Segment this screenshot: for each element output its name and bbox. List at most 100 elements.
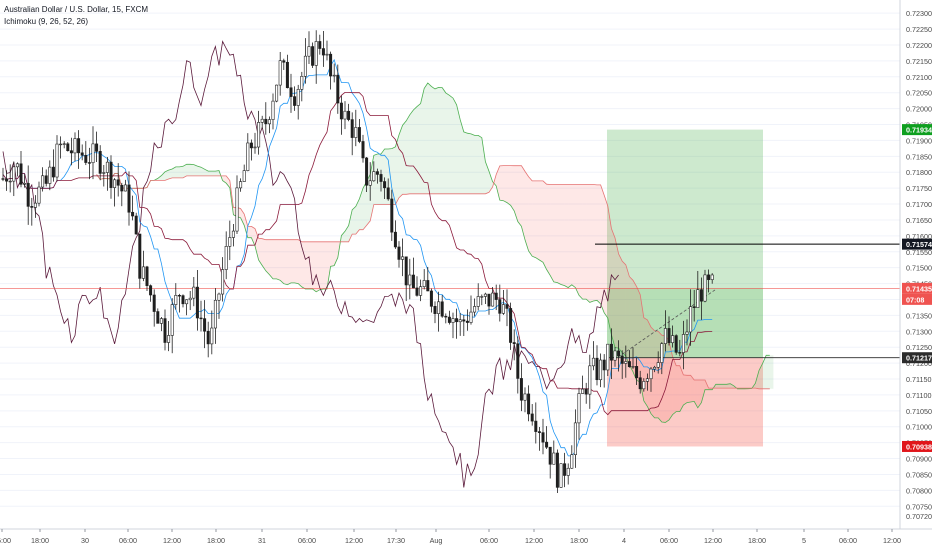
cloud-segment [403,121,407,194]
candle-body [610,344,612,360]
candle-body [596,358,598,380]
time-tick-label: Aug [430,536,443,545]
cloud-segment [665,336,669,423]
candle-body [236,188,238,231]
cloud-segment [179,166,183,178]
candle-body [27,183,29,206]
cloud-segment [316,242,320,292]
cloud-segment [453,98,457,194]
candle-body [92,144,94,163]
cloud-segment [583,184,587,299]
cloud-segment [331,242,335,267]
candle-body [135,216,137,234]
time-tick-label: 06:00 [119,536,137,545]
candle-body [679,352,681,353]
candle-body [164,319,166,343]
candle-body [5,179,7,181]
candle-body [470,312,472,322]
candle-body [110,162,112,187]
candle-body [106,162,108,172]
candle-body [23,183,25,184]
candle-body [193,287,195,298]
cloud-segment [176,167,180,178]
candle-body [535,421,537,431]
candle-body [506,305,508,309]
candle-body [347,111,349,119]
candle-body [563,464,565,476]
candle-body [297,89,299,105]
candle-body [488,294,490,306]
cloud-segment [572,184,576,287]
candle-body [459,320,461,322]
price-tick-label: 0.70800 [906,486,932,495]
cloud-segment [687,375,691,402]
indicator-label[interactable]: Ichimoku (9, 26, 52, 26) [4,16,148,28]
candle-body [272,101,274,119]
candle-body [427,280,429,291]
time-tick-label: 4 [622,536,626,545]
candle-body [218,294,220,300]
cloud-segment [442,88,446,194]
candle-body [391,199,393,232]
candle-body [531,414,533,421]
cloud-segment [475,135,479,193]
candle-body [560,464,562,488]
candle-body [430,291,432,306]
candle-body [423,280,425,286]
candle-body [365,158,367,185]
cloud-segment [547,184,551,275]
candle-body [524,394,526,400]
cloud-segment [284,240,288,285]
candle-body [495,293,497,300]
candle-body [704,275,706,301]
cloud-segment [565,184,569,287]
candle-body [319,41,321,48]
candle-body [473,306,475,312]
time-tick-label: 06:00 [660,536,678,545]
candle-body [229,237,231,246]
candle-body [661,344,663,363]
candle-body [452,319,454,323]
time-tick-label: 12:00 [883,536,901,545]
cloud-segment [500,166,504,201]
candle-body [441,302,443,316]
candle-body [117,180,119,186]
candle-body [542,433,544,443]
candle-body [2,179,4,180]
candle-body [592,358,594,366]
candle-body [221,270,223,295]
candle-body [59,144,61,145]
candle-body [607,344,609,370]
candle-body [103,173,105,174]
candle-body [621,356,623,364]
candle-body [131,212,133,216]
time-tick-label: 12:00 [704,536,722,545]
cloud-segment [424,83,428,194]
symbol-title[interactable]: Australian Dollar / U.S. Dollar, 15, FXC… [4,4,148,16]
cloud-segment [464,132,468,194]
candle-body [351,120,353,138]
price-tick-label: 0.72200 [906,41,932,50]
candle-body [99,151,101,173]
candle-body [329,54,331,76]
cloud-segment [525,171,529,251]
cloud-segment [363,182,367,230]
cloud-segment [766,355,770,388]
candle-body [362,141,364,157]
candle-body [419,287,421,296]
candle-body [671,336,673,343]
candle-body [211,328,213,344]
candle-body [689,307,691,332]
candle-body [301,76,303,89]
price-label-entry: 0.71217 [906,354,932,363]
cloud-segment [575,184,579,295]
candle-body [700,290,702,302]
time-tick-label: 18:00 [570,536,588,545]
candle-body [380,174,382,181]
candle-body [409,275,411,285]
candle-body [322,49,324,56]
cloud-segment [269,240,273,279]
price-tick-label: 0.72150 [906,57,932,66]
